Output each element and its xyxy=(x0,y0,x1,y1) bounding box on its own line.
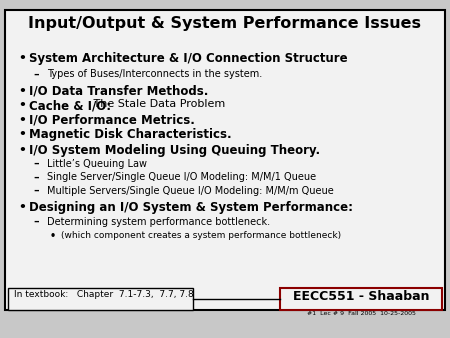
Text: Input/Output & System Performance Issues: Input/Output & System Performance Issues xyxy=(28,16,422,31)
Text: •: • xyxy=(18,114,26,127)
Text: •: • xyxy=(18,201,26,214)
Text: EECC551 - Shaaban: EECC551 - Shaaban xyxy=(293,290,429,303)
Text: I/O Data Transfer Methods.: I/O Data Transfer Methods. xyxy=(29,84,208,97)
Text: System Architecture & I/O Connection Structure: System Architecture & I/O Connection Str… xyxy=(29,52,347,65)
Text: •: • xyxy=(18,144,26,157)
Text: I/O Performance Metrics.: I/O Performance Metrics. xyxy=(29,114,195,127)
Text: Cache & I/O:: Cache & I/O: xyxy=(29,99,111,112)
Text: (which component creates a system performance bottleneck): (which component creates a system perfor… xyxy=(61,231,341,240)
Text: Determining system performance bottleneck.: Determining system performance bottlenec… xyxy=(47,217,270,227)
Text: Magnetic Disk Characteristics.: Magnetic Disk Characteristics. xyxy=(29,128,232,141)
Text: •: • xyxy=(50,231,56,241)
Text: •: • xyxy=(18,84,26,97)
Text: Designing an I/O System & System Performance:: Designing an I/O System & System Perform… xyxy=(29,201,353,214)
Text: –: – xyxy=(33,186,39,196)
Text: #1  Lec # 9  Fall 2005  10-25-2005: #1 Lec # 9 Fall 2005 10-25-2005 xyxy=(306,311,415,316)
Text: •: • xyxy=(18,52,26,65)
Bar xyxy=(8,288,193,310)
Text: I/O System Modeling Using Queuing Theory.: I/O System Modeling Using Queuing Theory… xyxy=(29,144,320,157)
Text: –: – xyxy=(33,172,39,183)
Text: The Stale Data Problem: The Stale Data Problem xyxy=(90,99,225,110)
Text: –: – xyxy=(33,159,39,169)
Text: Multiple Servers/Single Queue I/O Modeling: M/M/m Queue: Multiple Servers/Single Queue I/O Modeli… xyxy=(47,186,334,196)
Text: Little’s Queuing Law: Little’s Queuing Law xyxy=(47,159,147,169)
Text: •: • xyxy=(18,128,26,141)
Bar xyxy=(280,288,442,310)
Text: Single Server/Single Queue I/O Modeling: M/M/1 Queue: Single Server/Single Queue I/O Modeling:… xyxy=(47,172,316,183)
Text: –: – xyxy=(33,69,39,79)
Bar xyxy=(5,10,445,310)
Text: –: – xyxy=(33,217,39,227)
Text: •: • xyxy=(18,99,26,112)
Text: In textbook:   Chapter  7.1-7.3,  7.7, 7.8: In textbook: Chapter 7.1-7.3, 7.7, 7.8 xyxy=(14,290,194,299)
Text: Types of Buses/Interconnects in the system.: Types of Buses/Interconnects in the syst… xyxy=(47,69,262,79)
